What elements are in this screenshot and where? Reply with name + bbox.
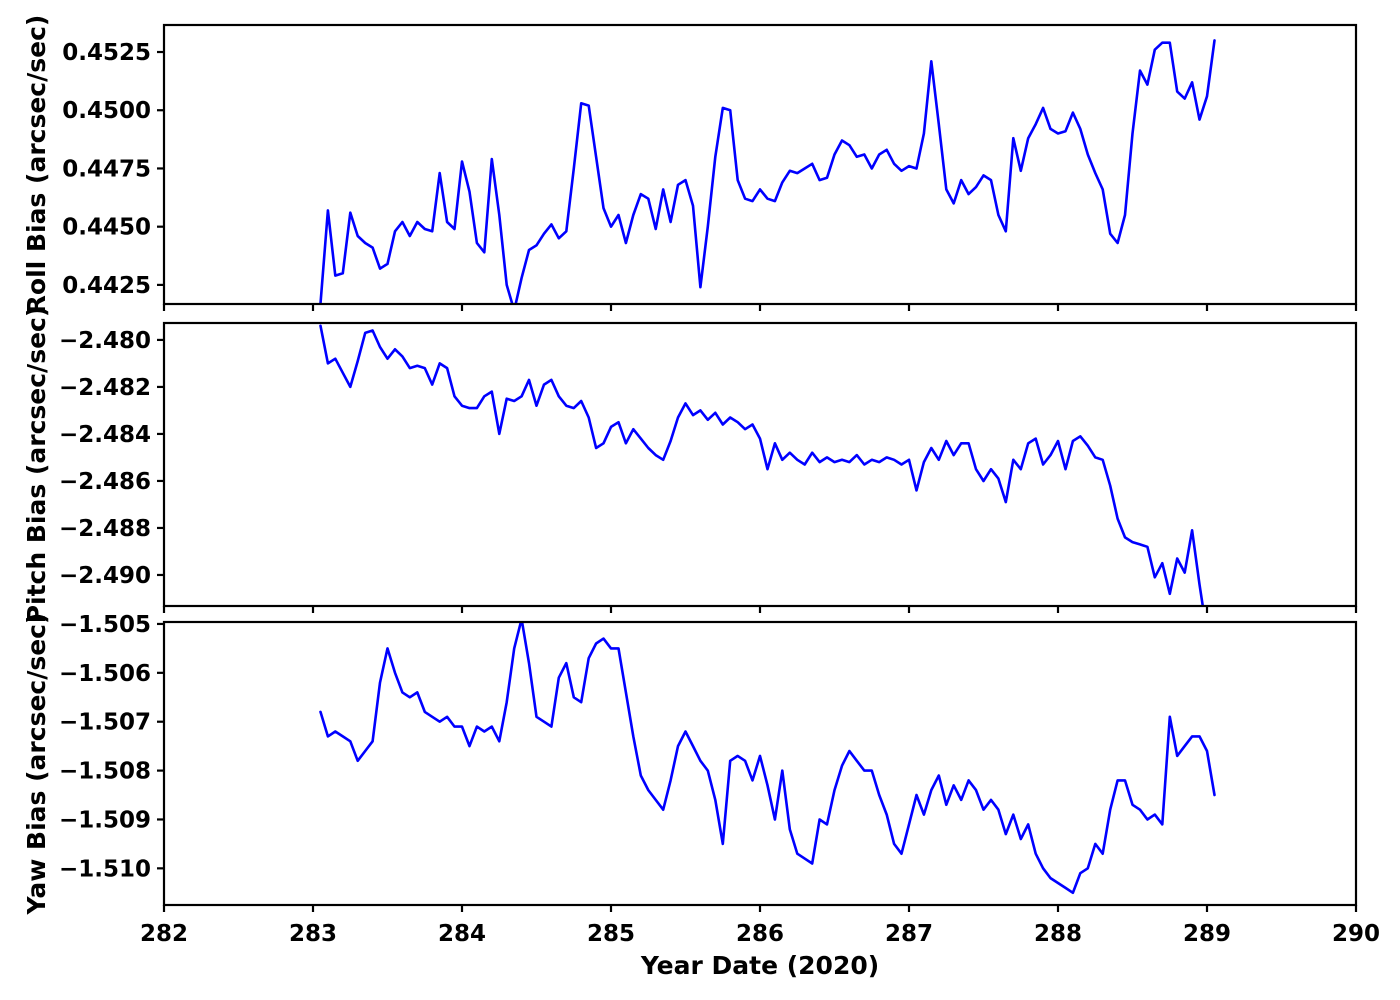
xtick-label: 287 (885, 921, 933, 947)
roll-ytick-label: 0.4525 (62, 40, 151, 66)
roll-panel-frame (162, 23, 1358, 306)
x-axis-label: Year Date (2020) (640, 951, 879, 980)
roll-ytick-label: 0.4500 (62, 98, 151, 124)
pitch-ytick-label: −2.488 (59, 516, 151, 542)
yaw-ytick-label: −1.506 (59, 661, 151, 687)
pitch-ytick-label: −2.484 (59, 422, 151, 448)
pitch-data-line (319, 324, 1205, 606)
yaw-panel-frame (162, 620, 1358, 907)
xtick-label: 288 (1034, 921, 1082, 947)
xtick-label: 283 (289, 921, 337, 947)
yaw-data-line (319, 622, 1216, 895)
xtick-label: 289 (1183, 921, 1231, 947)
xtick-label: 282 (140, 921, 188, 947)
pitch-ytick-label: −2.480 (59, 328, 151, 354)
pitch-ytick-label: −2.490 (59, 563, 151, 589)
xtick-label: 284 (438, 921, 486, 947)
yaw-ytick-label: −1.510 (59, 856, 151, 882)
pitch-y-axis-label: Pitch Bias (arcsec/sec) (22, 306, 51, 624)
yaw-ytick-label: −1.507 (59, 710, 151, 736)
pitch-ytick-label: −2.486 (59, 469, 151, 495)
yaw-ytick-label: −1.508 (59, 759, 151, 785)
roll-ytick-label: 0.4450 (62, 215, 151, 241)
roll-ytick-label: 0.4475 (62, 156, 151, 182)
yaw-ytick-label: −1.505 (59, 612, 151, 638)
xtick-label: 286 (736, 921, 784, 947)
xtick-label: 285 (587, 921, 635, 947)
roll-y-axis-label: Roll Bias (arcsec/sec) (22, 15, 51, 315)
pitch-ytick-label: −2.482 (59, 375, 151, 401)
roll-data-line (319, 39, 1216, 304)
roll-ytick-label: 0.4425 (62, 273, 151, 299)
xtick-label: 290 (1332, 921, 1380, 947)
yaw-ytick-label: −1.509 (59, 807, 151, 833)
yaw-y-axis-label: Yaw Bias (arcsec/sec) (22, 613, 51, 916)
